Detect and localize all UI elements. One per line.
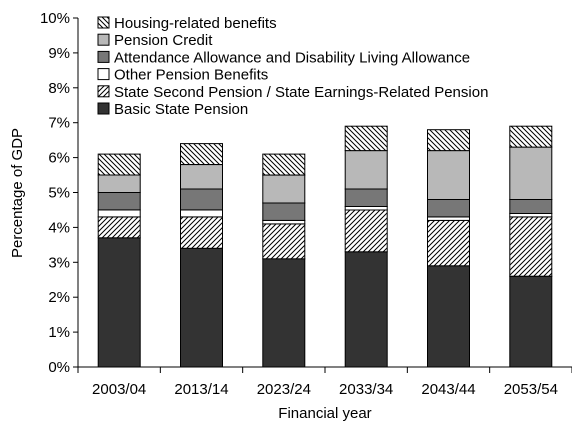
bar-basic-state-pension-2023-24 <box>262 258 306 368</box>
bar-attendance-allowance-and-disability-living-allowance-2043-44 <box>427 199 470 218</box>
y-tick-label: 10% <box>40 10 70 27</box>
x-tick-label: 2023/24 <box>257 381 311 398</box>
bar-other-pension-benefits-2013-14 <box>180 209 223 218</box>
legend-label-state-second-pension-state-earnings-related-pension: State Second Pension / State Earnings-Re… <box>114 84 488 101</box>
bar-basic-state-pension-2003-04 <box>97 237 141 368</box>
bar-other-pension-benefits-2023-24 <box>262 219 306 225</box>
legend-swatch-basic-state-pension <box>97 102 110 115</box>
bar-other-pension-benefits-2043-44 <box>427 216 470 221</box>
bar-attendance-allowance-and-disability-living-allowance-2013-14 <box>180 188 223 211</box>
bar-housing-related-benefits-2013-14 <box>180 143 223 166</box>
legend-swatch-pension-credit <box>97 33 110 46</box>
bar-pension-credit-2023-24 <box>262 174 306 204</box>
bar-housing-related-benefits-2053-54 <box>509 125 553 148</box>
bar-pension-credit-2043-44 <box>427 150 470 201</box>
y-tick-label: 3% <box>48 254 70 271</box>
bar-basic-state-pension-2043-44 <box>427 265 470 368</box>
bar-state-second-pension-state-earnings-related-pension-2013-14 <box>180 216 223 249</box>
x-axis-title: Financial year <box>278 405 371 422</box>
y-tick-label: 9% <box>48 45 70 62</box>
x-tick-label: 2013/14 <box>174 381 228 398</box>
y-tick-label: 0% <box>48 359 70 376</box>
bar-housing-related-benefits-2043-44 <box>427 129 470 152</box>
bar-attendance-allowance-and-disability-living-allowance-2003-04 <box>97 192 141 211</box>
bar-attendance-allowance-and-disability-living-allowance-2053-54 <box>509 199 553 214</box>
bar-housing-related-benefits-2023-24 <box>262 153 306 176</box>
y-tick-label: 6% <box>48 150 70 167</box>
legend-label-basic-state-pension: Basic State Pension <box>114 101 248 118</box>
bar-housing-related-benefits-2033-34 <box>344 125 388 152</box>
bar-basic-state-pension-2053-54 <box>509 275 553 368</box>
y-tick-label: 2% <box>48 289 70 306</box>
x-tick-label: 2003/04 <box>92 381 146 398</box>
bar-other-pension-benefits-2033-34 <box>344 206 388 211</box>
legend-swatch-other-pension-benefits <box>97 68 110 81</box>
legend-label-other-pension-benefits: Other Pension Benefits <box>114 67 268 84</box>
axes-group: 0% 1% 2% 3% 4% 5% 6% 7% 8% 9% 10% 2003/04 2013/14 202… <box>40 10 572 398</box>
y-tick-label: 5% <box>48 185 70 202</box>
legend-label-housing-related-benefits: Housing-related benefits <box>114 15 277 32</box>
bar-pension-credit-2003-04 <box>97 174 141 193</box>
bar-other-pension-benefits-2003-04 <box>97 209 141 218</box>
bar-state-second-pension-state-earnings-related-pension-2033-34 <box>344 209 388 253</box>
bar-state-second-pension-state-earnings-related-pension-2003-04 <box>97 216 141 239</box>
bar-pension-credit-2033-34 <box>344 150 388 190</box>
bar-state-second-pension-state-earnings-related-pension-2023-24 <box>262 223 306 260</box>
bar-housing-related-benefits-2003-04 <box>97 153 141 176</box>
x-tick-label: 2053/54 <box>504 381 558 398</box>
bar-basic-state-pension-2013-14 <box>180 247 223 368</box>
y-tick-label: 4% <box>48 219 70 236</box>
y-tick-label: 1% <box>48 324 70 341</box>
bar-pension-credit-2053-54 <box>509 146 553 201</box>
y-tick-label: 8% <box>48 80 70 97</box>
bar-attendance-allowance-and-disability-living-allowance-2033-34 <box>344 188 388 207</box>
bar-attendance-allowance-and-disability-living-allowance-2023-24 <box>262 202 306 221</box>
y-axis-title: Percentage of GDP <box>9 128 26 258</box>
bars-group <box>97 125 553 368</box>
bar-state-second-pension-state-earnings-related-pension-2043-44 <box>427 219 470 267</box>
legend-swatch-state-second-pension-state-earnings-related-pension <box>97 85 110 98</box>
bar-state-second-pension-state-earnings-related-pension-2053-54 <box>509 216 553 277</box>
legend-label-pension-credit: Pension Credit <box>114 32 213 49</box>
x-tick-label: 2033/34 <box>339 381 393 398</box>
legend-swatch-housing-related-benefits <box>97 16 110 29</box>
bar-pension-credit-2013-14 <box>180 164 223 190</box>
bar-basic-state-pension-2033-34 <box>344 251 388 368</box>
x-tick-label: 2043/44 <box>421 381 475 398</box>
y-tick-label: 7% <box>48 115 70 132</box>
legend-label-attendance-allowance-and-disability-living-allowance: Attendance Allowance and Disability Livi… <box>114 49 470 66</box>
legend-swatch-attendance-allowance-and-disability-living-allowance <box>97 50 110 63</box>
